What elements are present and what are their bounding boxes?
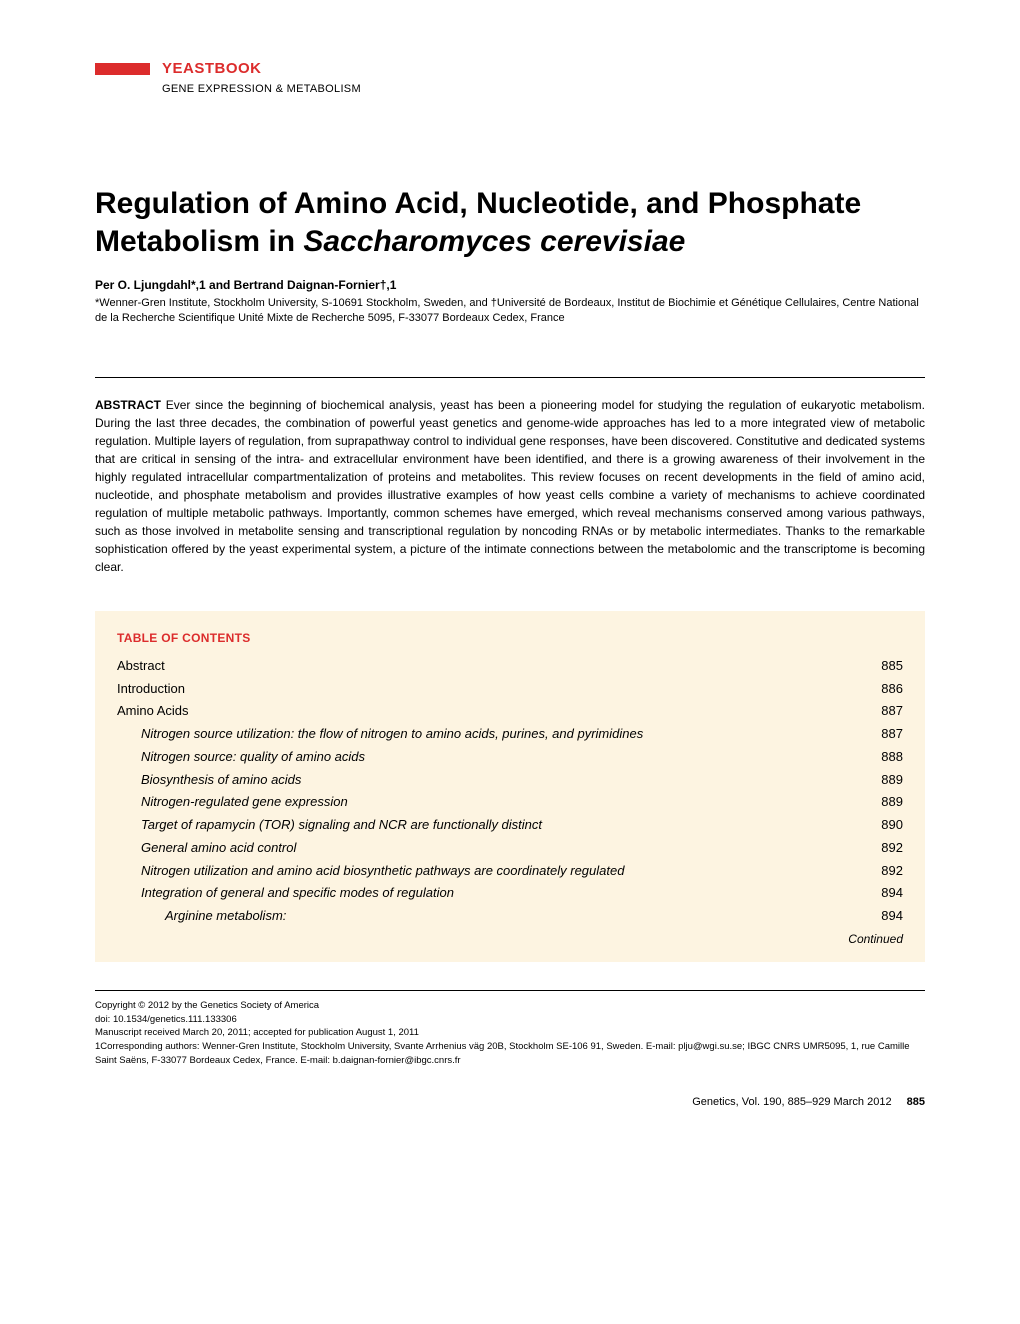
- toc-entry-page: 887: [881, 700, 903, 723]
- page-footer: Genetics, Vol. 190, 885–929 March 2012 8…: [95, 1096, 925, 1108]
- toc-row: Abstract 885: [117, 655, 903, 678]
- toc-entry-label: Nitrogen source utilization: the flow of…: [141, 723, 643, 746]
- title-species: Saccharomyces cerevisiae: [303, 225, 685, 258]
- toc-entry-page: 885: [881, 655, 903, 678]
- page-number: 885: [907, 1096, 925, 1108]
- toc-heading: TABLE OF CONTENTS: [117, 631, 903, 645]
- toc-entry-label: Nitrogen source: quality of amino acids: [141, 746, 365, 769]
- toc-row: General amino acid control 892: [117, 837, 903, 860]
- toc-entry-page: 887: [881, 723, 903, 746]
- authors: Per O. Ljungdahl*,1 and Bertrand Daignan…: [95, 278, 925, 292]
- abstract: ABSTRACT Ever since the beginning of bio…: [95, 396, 925, 576]
- footer-divider: [95, 990, 925, 991]
- article-header: YEASTBOOK GENE EXPRESSION & METABOLISM: [95, 60, 925, 95]
- corresponding-authors: 1Corresponding authors: Wenner-Gren Inst…: [95, 1040, 925, 1068]
- toc-row: Amino Acids 887: [117, 700, 903, 723]
- toc-row: Nitrogen-regulated gene expression 889: [117, 791, 903, 814]
- footer-block: Copyright © 2012 by the Genetics Society…: [95, 999, 925, 1068]
- toc-row: Target of rapamycin (TOR) signaling and …: [117, 814, 903, 837]
- toc-entry-label: Arginine metabolism:: [165, 905, 286, 928]
- article-title: Regulation of Amino Acid, Nucleotide, an…: [95, 185, 925, 260]
- yeastbook-row: YEASTBOOK: [95, 60, 925, 77]
- toc-entry-label: Nitrogen-regulated gene expression: [141, 791, 348, 814]
- toc-entry-label: Introduction: [117, 678, 185, 701]
- toc-row: Integration of general and specific mode…: [117, 882, 903, 905]
- toc-entry-label: General amino acid control: [141, 837, 296, 860]
- doi: doi: 10.1534/genetics.111.133306: [95, 1013, 925, 1027]
- abstract-label: ABSTRACT: [95, 398, 161, 412]
- toc-entries: Abstract 885 Introduction 886 Amino Acids 887…: [117, 655, 903, 928]
- toc-entry-page: 890: [881, 814, 903, 837]
- copyright: Copyright © 2012 by the Genetics Society…: [95, 999, 925, 1013]
- toc-entry-page: 889: [881, 791, 903, 814]
- toc-entry-page: 889: [881, 769, 903, 792]
- affiliations: *Wenner-Gren Institute, Stockholm Univer…: [95, 296, 925, 327]
- toc-row: Nitrogen source: quality of amino acids 8…: [117, 746, 903, 769]
- toc-entry-page: 886: [881, 678, 903, 701]
- abstract-text: Ever since the beginning of biochemical …: [95, 398, 925, 574]
- book-label: YEASTBOOK: [162, 60, 262, 77]
- toc-entry-page: 888: [881, 746, 903, 769]
- toc-entry-page: 894: [881, 882, 903, 905]
- toc-entry-page: 894: [881, 905, 903, 928]
- toc-continued: Continued: [117, 932, 903, 946]
- toc-entry-label: Target of rapamycin (TOR) signaling and …: [141, 814, 542, 837]
- divider: [95, 377, 925, 378]
- toc-entry-label: Biosynthesis of amino acids: [141, 769, 301, 792]
- manuscript-dates: Manuscript received March 20, 2011; acce…: [95, 1026, 925, 1040]
- toc-row: Introduction 886: [117, 678, 903, 701]
- toc-row: Biosynthesis of amino acids 889: [117, 769, 903, 792]
- toc-entry-label: Abstract: [117, 655, 165, 678]
- toc-entry-label: Nitrogen utilization and amino acid bios…: [141, 860, 624, 883]
- toc-row: Arginine metabolism: 894: [117, 905, 903, 928]
- toc-entry-page: 892: [881, 837, 903, 860]
- toc-row: Nitrogen utilization and amino acid bios…: [117, 860, 903, 883]
- toc-entry-label: Integration of general and specific mode…: [141, 882, 454, 905]
- toc-row: Nitrogen source utilization: the flow of…: [117, 723, 903, 746]
- accent-bar: [95, 63, 150, 75]
- subcategory-label: GENE EXPRESSION & METABOLISM: [162, 83, 925, 95]
- toc-entry-page: 892: [881, 860, 903, 883]
- toc-entry-label: Amino Acids: [117, 700, 189, 723]
- table-of-contents: TABLE OF CONTENTS Abstract885Introductio…: [95, 611, 925, 962]
- journal-citation: Genetics, Vol. 190, 885–929 March 2012: [692, 1096, 891, 1108]
